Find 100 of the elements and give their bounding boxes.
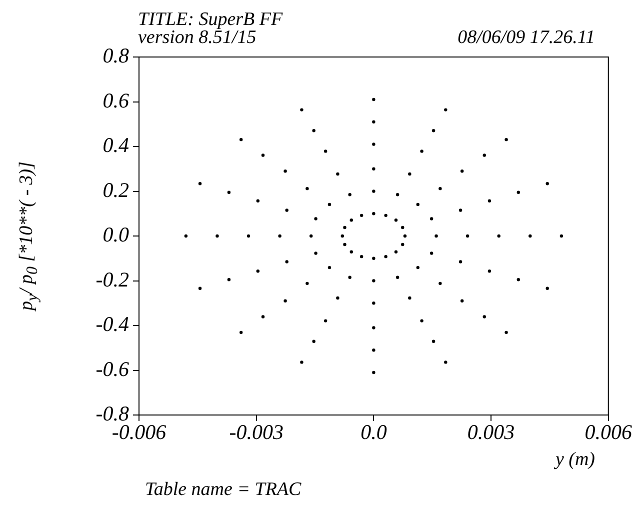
point bbox=[256, 270, 260, 273]
point bbox=[372, 142, 376, 146]
point bbox=[306, 282, 309, 286]
point bbox=[372, 256, 376, 260]
point bbox=[336, 172, 340, 176]
point bbox=[528, 234, 532, 238]
point bbox=[300, 108, 304, 112]
point bbox=[310, 234, 313, 238]
point bbox=[434, 234, 438, 238]
point bbox=[504, 138, 508, 142]
point bbox=[198, 182, 202, 186]
point bbox=[285, 260, 288, 264]
point bbox=[261, 154, 265, 157]
point bbox=[408, 172, 412, 176]
y-tick-label: 0.4 bbox=[102, 133, 130, 158]
point bbox=[372, 120, 376, 124]
point bbox=[372, 370, 376, 374]
point bbox=[284, 299, 287, 302]
point bbox=[482, 154, 486, 157]
point bbox=[516, 278, 520, 282]
point bbox=[444, 360, 448, 364]
point bbox=[444, 108, 448, 112]
point bbox=[360, 254, 364, 258]
point bbox=[324, 319, 328, 322]
point bbox=[227, 190, 231, 194]
point bbox=[394, 218, 398, 222]
point bbox=[384, 254, 388, 258]
point bbox=[256, 199, 260, 202]
x-tick-label: 0.006 bbox=[584, 420, 632, 444]
point bbox=[460, 170, 464, 173]
point bbox=[460, 299, 464, 302]
point bbox=[458, 260, 462, 264]
point bbox=[306, 186, 309, 190]
point bbox=[420, 150, 424, 153]
point bbox=[438, 282, 442, 286]
y-tick-label: 0.0 bbox=[102, 222, 130, 247]
point bbox=[497, 234, 500, 238]
point bbox=[372, 348, 376, 352]
point bbox=[372, 302, 376, 305]
point bbox=[284, 170, 287, 173]
y-tick-label: -0.6 bbox=[96, 356, 130, 381]
point bbox=[401, 226, 404, 230]
point bbox=[432, 340, 436, 343]
point bbox=[261, 315, 265, 318]
point bbox=[396, 276, 400, 279]
point bbox=[372, 212, 376, 216]
y-tick-label: -0.4 bbox=[96, 312, 130, 336]
point bbox=[482, 315, 486, 318]
point bbox=[432, 129, 436, 132]
point bbox=[216, 234, 219, 238]
point bbox=[430, 252, 434, 255]
x-tick-label: 0.003 bbox=[467, 420, 515, 444]
point bbox=[488, 199, 492, 202]
point bbox=[328, 266, 332, 270]
y-tick-label: 0.6 bbox=[102, 88, 130, 112]
point bbox=[416, 202, 420, 206]
point bbox=[408, 296, 412, 300]
x-tick-label: -0.003 bbox=[229, 420, 284, 444]
point bbox=[324, 150, 328, 153]
point bbox=[198, 286, 202, 290]
point bbox=[246, 234, 250, 238]
point bbox=[401, 242, 404, 246]
point bbox=[372, 190, 376, 193]
point bbox=[372, 279, 376, 282]
point bbox=[466, 234, 470, 238]
point bbox=[372, 326, 376, 330]
point bbox=[438, 186, 442, 190]
point bbox=[430, 217, 434, 220]
x-tick-label: 0.0 bbox=[360, 420, 388, 444]
point bbox=[300, 360, 304, 364]
point bbox=[360, 214, 364, 218]
point bbox=[403, 234, 407, 238]
point bbox=[239, 138, 243, 142]
point bbox=[340, 234, 344, 238]
point bbox=[312, 129, 316, 132]
point bbox=[328, 202, 332, 206]
point bbox=[416, 266, 420, 270]
point bbox=[458, 208, 462, 212]
text: Table name = TRAC bbox=[145, 479, 302, 500]
point bbox=[336, 296, 340, 300]
point bbox=[312, 340, 316, 343]
point bbox=[285, 208, 288, 212]
point bbox=[314, 217, 318, 220]
text: 08/06/09 17.26.11 bbox=[458, 27, 595, 48]
point bbox=[372, 167, 376, 170]
point bbox=[394, 250, 398, 254]
point bbox=[343, 242, 346, 246]
point bbox=[372, 98, 376, 102]
point bbox=[278, 234, 282, 238]
point bbox=[546, 182, 549, 186]
x-axis-title: y (m) bbox=[555, 449, 595, 470]
point bbox=[504, 330, 508, 334]
point bbox=[343, 226, 346, 230]
point bbox=[396, 193, 400, 196]
point bbox=[348, 276, 352, 279]
point bbox=[560, 234, 564, 238]
point bbox=[314, 252, 318, 255]
point bbox=[488, 270, 492, 273]
chart-title: TITLE: SuperB FF bbox=[138, 9, 283, 30]
y-tick-label: 0.8 bbox=[102, 44, 130, 68]
